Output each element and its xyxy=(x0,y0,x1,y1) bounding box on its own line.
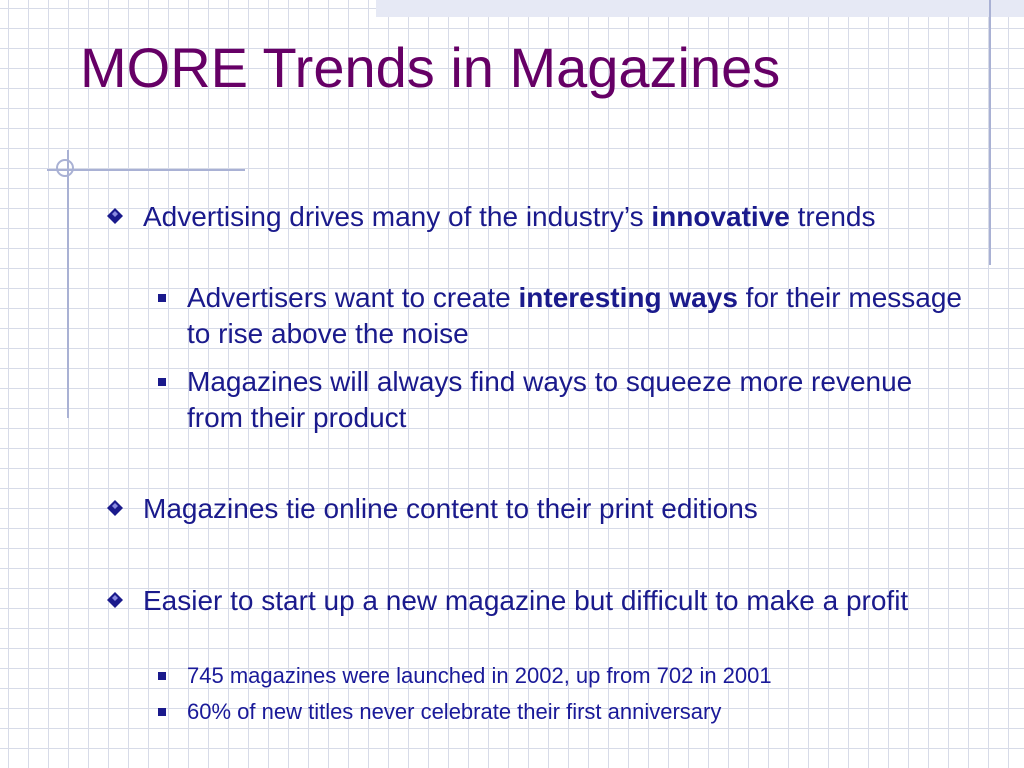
bullet-text-part: for their message to rise above the nois… xyxy=(187,282,962,349)
square-bullet-icon xyxy=(158,294,166,302)
subbullet-new-titles-anniversary: 60% of new titles never celebrate their … xyxy=(158,695,967,729)
subbullet-advertisers-want: Advertisers want to create interesting w… xyxy=(158,280,967,352)
diamond-bullet-icon xyxy=(107,500,123,516)
decorative-horizontal-line xyxy=(47,169,245,171)
bullet-easier-to-start: Easier to start up a new magazine but di… xyxy=(107,583,963,619)
decorative-circle-mark xyxy=(56,159,74,177)
bullet-text-emphasis: interesting ways xyxy=(518,282,738,313)
decorative-vertical-line-right xyxy=(989,0,991,265)
decorative-vertical-line-left xyxy=(67,150,69,418)
square-bullet-icon xyxy=(158,708,166,716)
diamond-bullet-icon xyxy=(107,208,123,224)
bullet-text: 745 magazines were launched in 2002, up … xyxy=(187,663,772,688)
bullet-text: Magazines will always find ways to squee… xyxy=(187,366,913,433)
slide-title: MORE Trends in Magazines xyxy=(80,36,781,99)
diamond-bullet-icon xyxy=(107,592,123,608)
subbullet-magazines-launched: 745 magazines were launched in 2002, up … xyxy=(158,659,967,693)
bullet-text-part: Advertisers want to create xyxy=(187,282,519,313)
bullet-text-emphasis: innovative xyxy=(651,201,790,232)
square-bullet-icon xyxy=(158,378,166,386)
bullet-text: 60% of new titles never celebrate their … xyxy=(187,699,722,724)
bullet-advertising-drives-trends: Advertising drives many of the industry’… xyxy=(107,199,963,235)
subbullet-magazines-squeeze-revenue: Magazines will always find ways to squee… xyxy=(158,364,967,436)
bullet-text: Easier to start up a new magazine but di… xyxy=(143,585,909,616)
header-band xyxy=(376,0,1024,17)
square-bullet-icon xyxy=(158,672,166,680)
bullet-text: Magazines tie online content to their pr… xyxy=(143,493,758,524)
bullet-text-part: trends xyxy=(789,201,876,232)
bullet-online-content: Magazines tie online content to their pr… xyxy=(107,491,963,527)
bullet-text-part: Advertising drives many of the industry’… xyxy=(143,201,652,232)
